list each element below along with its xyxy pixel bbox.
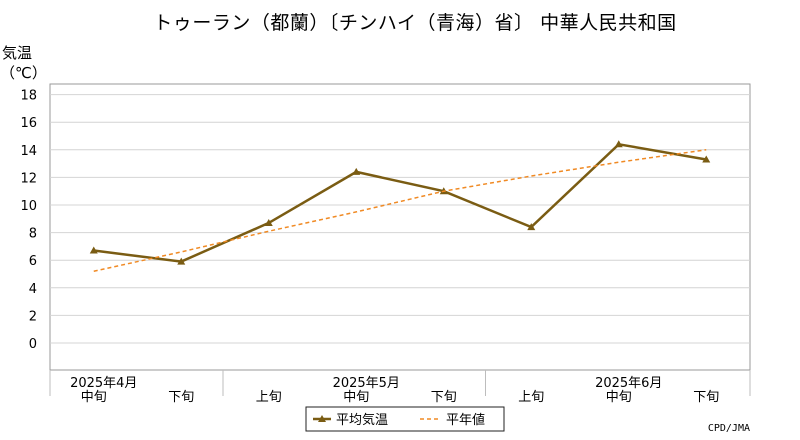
y-tick-label: 10 (20, 199, 37, 214)
month-label: 2025年4月 (70, 376, 137, 391)
series-line-normal (93, 149, 707, 272)
chart-title: トゥーラン（都蘭）〔チンハイ（青海）省〕 中華人民共和国 (153, 12, 676, 34)
y-tick-label: 0 (29, 337, 37, 352)
data-point (89, 246, 98, 254)
source-credit: CPD/JMA (708, 423, 750, 434)
y-tick-label: 2 (29, 309, 37, 324)
month-label: 2025年6月 (595, 376, 662, 391)
y-tick-label: 6 (29, 254, 37, 269)
y-axis-unit: （℃） (0, 64, 47, 82)
y-tick-label: 16 (20, 116, 37, 131)
x-tick-label: 中旬 (81, 390, 107, 405)
data-point (527, 223, 536, 231)
y-tick-label: 18 (20, 89, 37, 104)
legend-label: 平均気温 (336, 412, 388, 428)
data-point (702, 155, 711, 163)
legend: 平均気温 平年値 (305, 406, 505, 432)
data-point (177, 257, 186, 265)
y-tick-label: 4 (29, 282, 37, 297)
x-tick-label: 上旬 (518, 390, 544, 405)
plot-area (49, 83, 751, 371)
series-line-mean-temperature (93, 142, 707, 263)
x-tick-label: 下旬 (693, 390, 719, 405)
legend-label: 平年値 (446, 412, 485, 428)
x-tick-label: 中旬 (606, 390, 632, 405)
x-tick-label: 下旬 (431, 390, 457, 405)
y-tick-label: 14 (20, 144, 37, 159)
x-tick-label: 下旬 (168, 390, 194, 405)
data-point (264, 218, 273, 226)
x-tick-label: 上旬 (256, 390, 282, 405)
month-label: 2025年5月 (333, 376, 400, 391)
y-tick-label: 12 (20, 171, 37, 186)
x-tick-label: 中旬 (343, 390, 369, 405)
legend-marker (318, 415, 326, 422)
y-axis-label: 気温 (2, 44, 32, 62)
data-point (614, 140, 623, 148)
y-tick-label: 8 (29, 227, 37, 242)
data-point (352, 167, 361, 175)
legend-box (305, 406, 505, 432)
